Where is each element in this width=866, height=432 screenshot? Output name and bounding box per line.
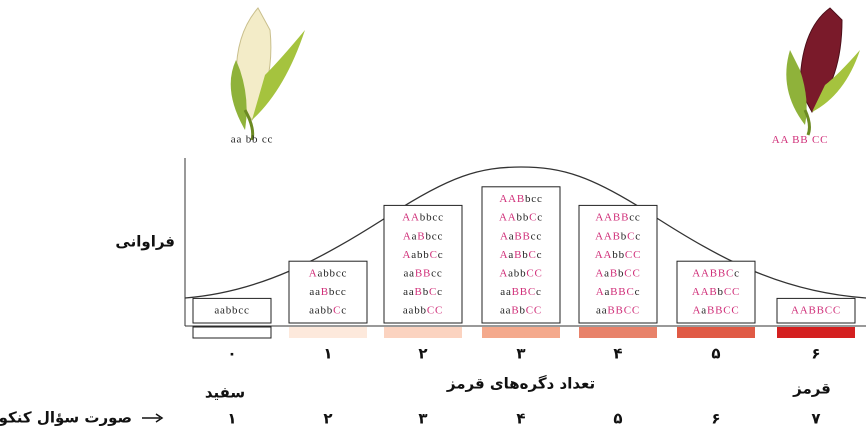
genotype: AABbcc xyxy=(499,193,542,205)
white-corn xyxy=(230,7,305,141)
arrow xyxy=(142,413,164,423)
genotype: AaBbCC xyxy=(595,267,640,279)
genotype: aaBbCC xyxy=(500,304,542,316)
genotype: Aabbcc xyxy=(309,267,347,279)
genotype: aaBBCc xyxy=(500,286,541,298)
column-number: ۶ xyxy=(811,345,820,363)
genotype: AAbbCc xyxy=(499,211,543,223)
genotype: AABbCc xyxy=(595,230,641,242)
genotype-box xyxy=(676,260,756,324)
genotype-box xyxy=(481,186,561,324)
genotype: AABBCC xyxy=(791,304,841,316)
exam-label: صورت سؤال کنکور xyxy=(0,409,132,427)
red-genotype: AA BB CC xyxy=(772,134,829,146)
genotype-box xyxy=(578,204,658,324)
genotype: aabbCc xyxy=(309,304,347,316)
exam-number: ۶ xyxy=(711,410,720,428)
genotype: AABBcc xyxy=(595,211,640,223)
white-label: سفید xyxy=(205,384,245,402)
columns: aabbcc ۰ ۱ Aabbcc aaBbcc aabbCc ۱ ۲ AAbbcc AaBbcc… xyxy=(192,186,856,428)
genotype: aaBBCC xyxy=(596,304,640,316)
white-genotype: aa bb cc xyxy=(231,134,273,146)
genotype: aaBbCc xyxy=(403,286,443,298)
y-label: فراوانی xyxy=(115,233,175,251)
exam-number: ۵ xyxy=(613,410,622,428)
genotype: AAbbCC xyxy=(595,248,641,260)
color-bar xyxy=(192,326,272,339)
genotype-box xyxy=(288,260,368,324)
column-number: ۰ xyxy=(227,345,236,363)
genotype: AaBBCC xyxy=(693,304,740,316)
genotype: AaBbCc xyxy=(500,248,543,260)
color-bar xyxy=(677,327,755,338)
exam-number: ۲ xyxy=(323,410,332,428)
genotype-box xyxy=(776,297,856,324)
color-bar xyxy=(482,327,560,338)
exam-number: ۷ xyxy=(811,410,820,428)
genotype: AaBBcc xyxy=(500,230,542,242)
genotype: aaBbcc xyxy=(309,286,346,298)
genotype: AABBCc xyxy=(692,267,740,279)
red-corn xyxy=(786,7,860,136)
exam-number: ۴ xyxy=(516,410,525,428)
column-number: ۱ xyxy=(323,345,332,363)
color-bar xyxy=(289,327,367,338)
exam-number: ۱ xyxy=(227,410,236,428)
column-number: ۲ xyxy=(418,345,427,363)
exam-number: ۳ xyxy=(418,410,427,428)
column-number: ۴ xyxy=(613,345,622,363)
genotype: aabbcc xyxy=(214,304,249,316)
genotype: AabbCC xyxy=(499,267,542,279)
genotype: AabbCc xyxy=(403,248,444,260)
red-label: قرمز xyxy=(792,380,831,398)
genotype-box xyxy=(383,204,463,324)
color-bar xyxy=(384,327,462,338)
genotype: aaBBcc xyxy=(403,267,442,279)
genotype: AAbbcc xyxy=(402,211,444,223)
color-bar xyxy=(777,327,855,338)
column-number: ۵ xyxy=(711,345,720,363)
color-bar xyxy=(579,327,657,338)
column-number: ۳ xyxy=(516,345,525,363)
genotype: AABbCC xyxy=(692,286,740,298)
genotype: AaBbcc xyxy=(403,230,443,242)
genotype-box xyxy=(192,297,272,324)
x-label: تعداد دگره‌های قرمز xyxy=(446,375,595,393)
genotype: AaBBCc xyxy=(596,286,641,298)
genotype: aabbCC xyxy=(403,304,443,316)
